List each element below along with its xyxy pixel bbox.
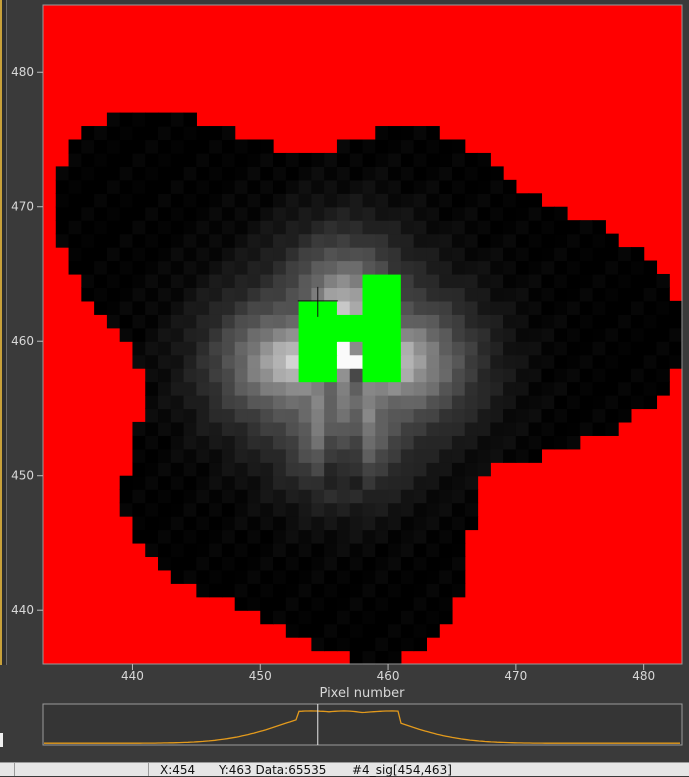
x-axis-label: Pixel number [320,686,406,700]
y-tick-label: 450 [11,469,34,483]
status-cell-blank [0,763,15,776]
left-panel-edge [0,0,7,665]
y-tick-label: 480 [11,65,34,79]
x-tick-label: 460 [377,669,400,683]
x-tick-label: 480 [632,669,655,683]
plot-frame [42,4,683,665]
status-bar: X:454 Y:463 Data:65535 #4_sig[454,463] [0,762,689,776]
pixel-map [55,112,683,665]
status-cell-message [16,763,149,776]
y-tick-label: 440 [11,603,34,617]
panel-marker [0,733,3,747]
x-tick-label: 440 [121,669,144,683]
profile-line [44,710,680,744]
status-x: X:454 [160,763,196,777]
status-y-data: Y:463 Data:65535 [219,763,327,777]
x-axis: 440 450 460 470 480 [121,664,655,683]
x-tick-label: 450 [249,669,272,683]
y-tick-label: 470 [11,200,34,214]
profile-frame [42,703,683,746]
y-axis: 480 470 460 450 440 [11,65,43,617]
profile-plot[interactable] [0,700,689,748]
image-viewer-plot[interactable]: 440 450 460 470 480 480 470 460 450 440 Pixel nu… [0,0,689,700]
x-tick-label: 470 [504,669,527,683]
status-frame: #4_sig[454,463] [352,763,452,777]
y-tick-label: 460 [11,334,34,348]
crosshair-cursor [297,286,338,317]
